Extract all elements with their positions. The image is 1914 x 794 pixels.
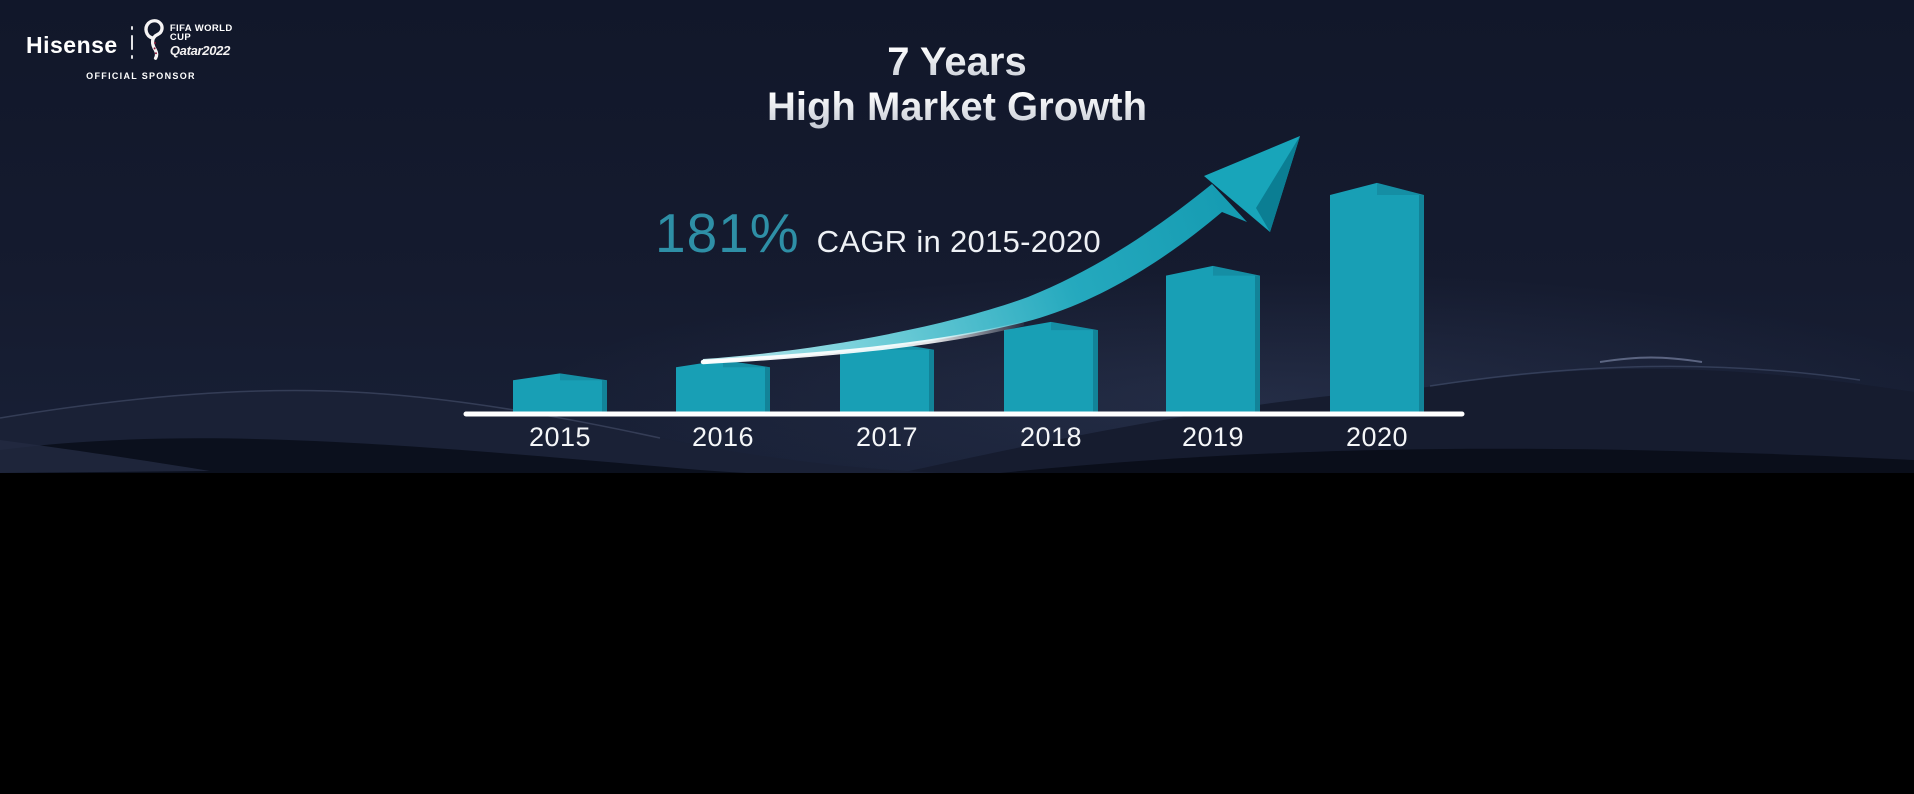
fifa-worldcup-text: FIFA WORLD CUP [169, 22, 233, 43]
brand-lockup: Hisense FIFA WORLD CUP Qatar2022 OFFICIA… [26, 16, 252, 81]
bar-2020 [1330, 182, 1424, 413]
bar-2018 [1004, 321, 1098, 413]
desert-dunes-background [0, 0, 1914, 473]
bar-side-shade-2018 [1093, 330, 1098, 413]
title-line-1: 7 Years [0, 40, 1914, 85]
cagr-label: CAGR in 2015-2020 [816, 224, 1101, 259]
bar-roof-shade-2018 [1051, 321, 1098, 331]
bar-side-shade-2020 [1419, 195, 1424, 413]
bar-2019 [1166, 265, 1260, 413]
bar-side-shade-2019 [1255, 275, 1260, 413]
growth-arrow-underline [700, 321, 1025, 365]
bar-2016 [676, 359, 770, 413]
growth-arrow [700, 136, 1300, 365]
lockup-divider [130, 22, 134, 59]
chart-area [0, 0, 1914, 473]
bar-side-shade-2015 [602, 380, 607, 413]
bar-2015 [513, 373, 607, 413]
cagr-value: 181% [655, 202, 800, 264]
growth-arrow-band [703, 184, 1247, 363]
official-sponsor-label: OFFICIAL SPONSOR [61, 71, 221, 81]
worldcup-trophy-icon [144, 19, 164, 60]
page-title: 7 Years High Market Growth [0, 40, 1914, 130]
bottom-black-band: Hisense [0, 473, 1914, 794]
fifa-worldcup-wordmark: FIFA WORLD CUP Qatar2022 [169, 22, 252, 57]
bar-roof-shade-2020 [1377, 182, 1424, 195]
title-line-2: High Market Growth [0, 85, 1914, 130]
bar-2017 [840, 342, 934, 413]
bar-side-shade-2017 [929, 349, 934, 413]
qatar2022-text: Qatar2022 [170, 44, 252, 57]
bar-series [513, 182, 1424, 413]
bar-roof-shade-2019 [1213, 265, 1260, 276]
brand-lockup-row: Hisense FIFA WORLD CUP Qatar2022 [26, 16, 252, 64]
hisense-logo: Hisense [26, 22, 118, 59]
bar-roof-shade-2015 [560, 373, 607, 381]
cagr-highlight: 181% CAGR in 2015-2020 [655, 201, 1101, 265]
growth-arrowhead-fold [1256, 136, 1300, 232]
bar-side-shade-2016 [765, 367, 770, 413]
